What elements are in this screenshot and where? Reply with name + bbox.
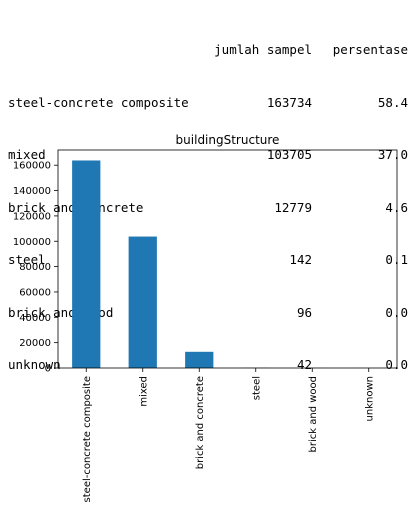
bars-group	[72, 160, 383, 368]
table-header-row: jumlah sampel persentase	[8, 41, 408, 59]
row-label: steel-concrete composite	[8, 94, 189, 110]
table-header-index	[8, 41, 208, 59]
x-tick-label: mixed	[138, 376, 149, 407]
x-tick-label: brick and wood	[308, 376, 319, 452]
x-tick-label: unknown	[364, 376, 375, 421]
y-axis: 0 20000 40000 60000 80000 100000 120000 140000 1…	[13, 161, 58, 375]
y-tick-label: 160000	[13, 161, 51, 172]
bar-steel-concrete-composite	[72, 160, 101, 368]
y-tick-label: 40000	[19, 313, 51, 324]
y-tick-label: 100000	[13, 237, 51, 248]
row-count: 103705	[266, 147, 312, 162]
table-header-count: jumlah sampel	[214, 42, 312, 57]
x-tick-label: steel-concrete composite	[82, 376, 93, 502]
table-row: mixed 103705 37.0	[8, 146, 408, 164]
x-tick-label: steel	[251, 376, 262, 400]
table-header-percent: persentase	[332, 42, 408, 57]
y-tick-label: 20000	[19, 338, 51, 349]
y-tick-label: 140000	[13, 186, 51, 197]
chart-title: buildingStructure	[176, 133, 280, 147]
row-count: 163734	[266, 94, 312, 110]
x-tick-label: brick and concrete	[195, 376, 206, 469]
y-tick-label: 120000	[13, 211, 51, 222]
row-label: steel	[8, 252, 46, 267]
bar-brick-and-concrete	[185, 351, 214, 368]
y-tick-label: 80000	[19, 262, 51, 273]
row-percent: 37.0	[377, 147, 408, 162]
row-count: 12779	[274, 199, 312, 215]
table-row: steel-concrete composite 163734 58.4	[8, 94, 408, 112]
y-tick-label: 0	[45, 364, 51, 375]
bar-chart: buildingStructure 0 20000 40000 60000 80000 1…	[13, 133, 398, 502]
x-axis: steel-concrete composite mixed brick and c…	[82, 368, 375, 502]
value-counts-table: jumlah sampel persentase steel-concrete …	[8, 6, 408, 391]
plot-frame	[57, 149, 398, 369]
y-tick-label: 60000	[19, 287, 51, 298]
row-count: 96	[296, 304, 312, 320]
row-count: 142	[289, 252, 312, 267]
row-label: unknown	[8, 357, 61, 372]
row-label: mixed	[8, 147, 46, 162]
bar-mixed	[128, 236, 157, 368]
row-percent: 58.4	[377, 94, 408, 110]
